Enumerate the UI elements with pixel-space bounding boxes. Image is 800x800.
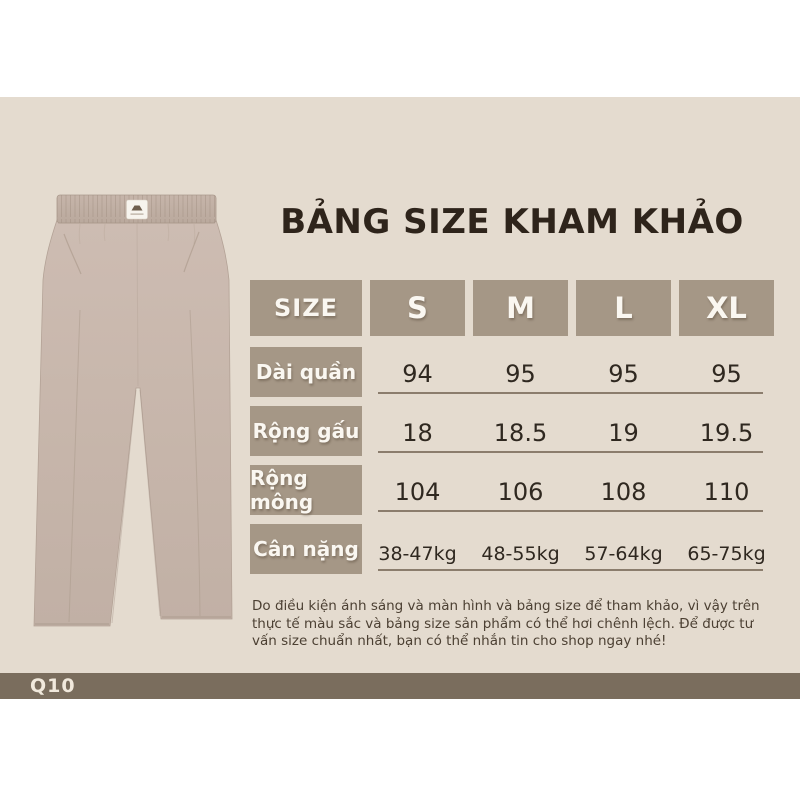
table-cell: 65-75kg: [687, 543, 766, 565]
table-cell: 94: [402, 360, 433, 388]
table-cell: 38-47kg: [378, 543, 457, 565]
table-row-dai-quan: Dài quần 94 95 95 95: [250, 347, 774, 397]
row-label: Dài quần: [250, 347, 362, 397]
waistband-label-tag: [126, 199, 148, 220]
right-pocket-seam: [183, 231, 200, 273]
row-label: Rộng mông: [250, 465, 362, 515]
row-underline: [378, 510, 763, 512]
header-cell-xl: XL: [679, 280, 774, 336]
header-cell-size: SIZE: [250, 280, 362, 336]
header-cell-l: L: [576, 280, 671, 336]
table-row-rong-gau: Rộng gấu 18 18.5 19 19.5: [250, 406, 774, 456]
table-row-rong-mong: Rộng mông 104 106 108 110: [250, 465, 774, 515]
table-cell: 106: [497, 478, 544, 506]
table-cell: 19: [608, 419, 639, 447]
size-table: SIZE S M L XL Dài quần 94 95 95 95 Rộng …: [250, 280, 774, 583]
row-label: Rộng gấu: [250, 406, 362, 456]
table-cell: 48-55kg: [481, 543, 560, 565]
table-cell: 95: [505, 360, 536, 388]
table-cell: 110: [703, 478, 750, 506]
page-title: BẢNG SIZE KHAM KHẢO: [280, 202, 744, 242]
product-code: Q10: [30, 675, 76, 697]
row-underline: [378, 392, 763, 394]
row-label: Cân nặng: [250, 524, 362, 574]
table-cell: 95: [608, 360, 639, 388]
product-photo-pants: [33, 194, 233, 627]
table-cell: 19.5: [699, 419, 754, 447]
row-underline: [378, 569, 763, 571]
table-cell: 95: [711, 360, 742, 388]
table-row-can-nang: Cân nặng 38-47kg 48-55kg 57-64kg 65-75kg: [250, 524, 774, 574]
header-cell-s: S: [370, 280, 465, 336]
table-cell: 104: [394, 478, 441, 506]
header-cell-m: M: [473, 280, 568, 336]
table-cell: 18.5: [493, 419, 548, 447]
table-cell: 57-64kg: [584, 543, 663, 565]
footer-bar: Q10: [0, 673, 800, 699]
table-header-row: SIZE S M L XL: [250, 280, 774, 336]
pants-body: [33, 219, 233, 627]
row-underline: [378, 451, 763, 453]
disclaimer-text: Do điều kiện ánh sáng và màn hình và bản…: [252, 598, 760, 649]
table-cell: 108: [600, 478, 647, 506]
table-cell: 18: [402, 419, 433, 447]
left-pocket-seam: [63, 233, 82, 275]
